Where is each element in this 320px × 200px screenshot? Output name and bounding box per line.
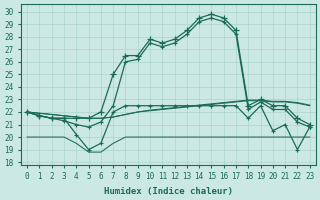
X-axis label: Humidex (Indice chaleur): Humidex (Indice chaleur) bbox=[104, 187, 233, 196]
